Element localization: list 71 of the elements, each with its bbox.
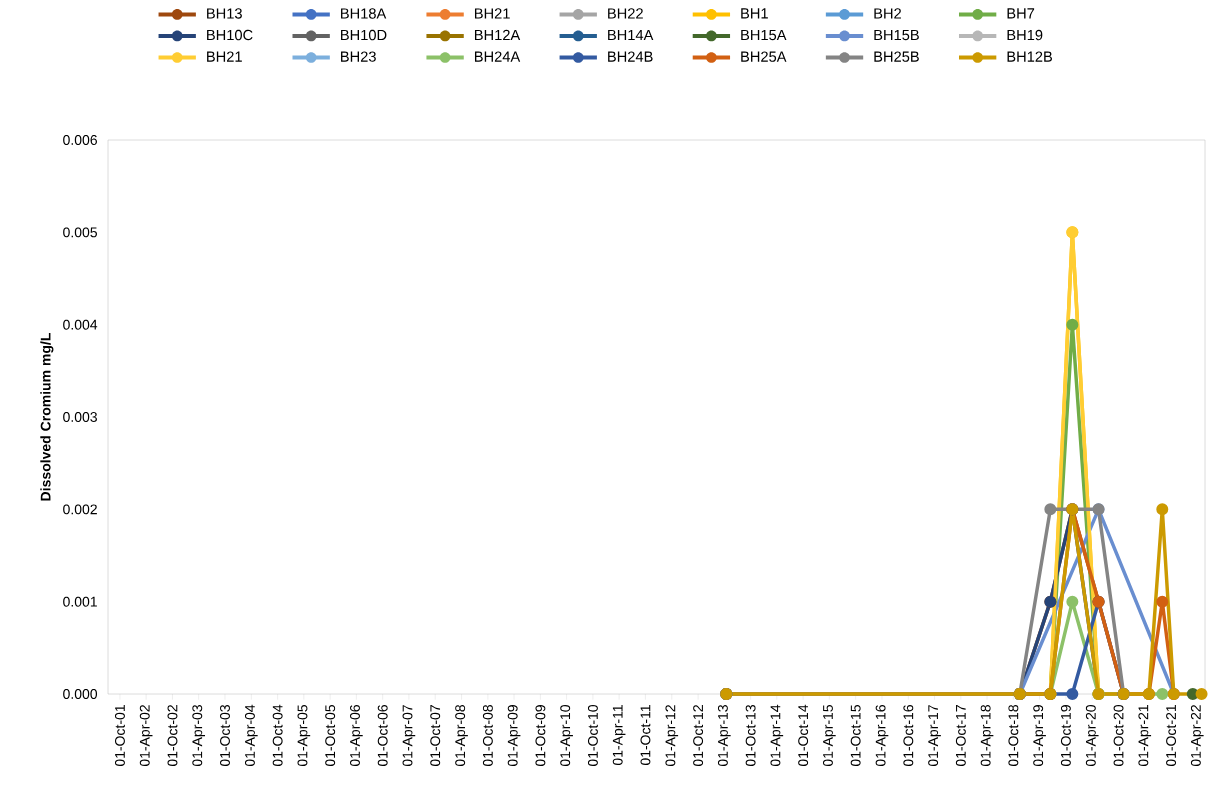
x-tick-label: 01-Apr-14 (770, 704, 784, 767)
x-tick-label: 01-Oct-18 (1008, 705, 1019, 767)
x-tick-label: 01-Oct-03 (220, 705, 230, 767)
legend-label: BH23 (341, 51, 376, 62)
x-tick-label: 01-Oct-02 (167, 705, 178, 767)
x-tick-label: 01-Apr-22 (1190, 705, 1204, 767)
x-tick-label: 01-Apr-08 (455, 705, 468, 767)
x-tick-label: 01-Apr-12 (665, 705, 679, 767)
x-tick-label: 01-Oct-10 (587, 704, 598, 767)
x-tick-label: 01-Oct-15 (850, 704, 861, 767)
y-tick-label: 0.002 (63, 504, 97, 515)
y-tick-label: 0.005 (63, 227, 98, 238)
legend-label: BH14A (608, 29, 654, 40)
legend-label: BH19 (1007, 29, 1043, 41)
x-tick-label: 01-Apr-07 (402, 705, 416, 767)
x-tick-label: 01-Apr-03 (192, 705, 205, 767)
x-tick-label: 01-Oct-06 (377, 705, 388, 767)
x-tick-label: 01-Oct-12 (693, 705, 704, 767)
legend-label: BH12A (474, 29, 521, 41)
x-tick-label: 01-Oct-08 (482, 705, 493, 767)
y-tick-label: 0.003 (63, 412, 97, 422)
legend-label: BH10C (207, 29, 253, 41)
x-tick-label: 01-Apr-05 (297, 705, 311, 767)
x-tick-label: 01-Oct-07 (430, 705, 441, 767)
x-tick-label: 01-Apr-16 (875, 705, 889, 767)
legend-label: BH13 (207, 8, 242, 19)
legend-label: BH24A (474, 51, 521, 62)
legend-label: BH10D (341, 29, 387, 41)
x-tick-label: 01-Oct-11 (640, 705, 651, 766)
legend-label: BH18A (341, 8, 387, 19)
x-tick-label: 01-Oct-20 (1113, 704, 1124, 767)
legend-label: BH22 (608, 8, 643, 19)
y-tick-label: 0.000 (63, 689, 98, 699)
legend-label: BH24B (608, 51, 653, 62)
legend-label: BH2 (874, 8, 901, 19)
y-tick-label: 0.001 (63, 596, 97, 607)
x-tick-label: 01-Apr-15 (822, 705, 836, 767)
x-tick-label: 01-Apr-19 (1033, 705, 1046, 767)
x-tick-label: 01-Apr-04 (244, 704, 258, 767)
x-tick-label: 01-Oct-16 (903, 705, 914, 767)
x-tick-label: 01-Oct-01 (115, 705, 125, 767)
y-axis-title: Dissolved Cromium mg/L (40, 333, 54, 501)
x-tick-label: 01-Apr-17 (928, 705, 941, 767)
x-tick-label: 01-Oct-09 (535, 705, 546, 767)
legend-label: BH25A (741, 51, 787, 62)
x-tick-label: 01-Apr-20 (1085, 704, 1099, 767)
x-tick-label: 01-Apr-13 (717, 705, 731, 767)
x-tick-label: 01-Oct-13 (745, 705, 756, 767)
legend-label: BH21 (474, 8, 510, 19)
legend-label: BH15A (741, 29, 787, 41)
x-tick-label: 01-Apr-10 (560, 704, 573, 767)
x-tick-label: 01-Apr-06 (350, 705, 363, 767)
x-tick-label: 01-Apr-09 (507, 705, 521, 767)
x-tick-label: 01-Apr-21 (1138, 705, 1152, 767)
x-tick-label: 01-Apr-11 (612, 705, 626, 766)
y-tick-label: 0.006 (63, 135, 97, 145)
legend-label: BH1 (741, 8, 768, 19)
x-tick-label: 01-Oct-14 (798, 704, 809, 767)
legend-label: BH12B (1007, 51, 1053, 62)
legend-label: BH21 (207, 51, 242, 62)
x-tick-label: 01-Oct-05 (325, 704, 336, 767)
legend-label: BH25B (874, 51, 919, 62)
x-tick-label: 01-Oct-04 (272, 704, 283, 767)
x-tick-label: 01-Apr-18 (980, 705, 994, 767)
x-tick-label: 01-Oct-17 (955, 705, 966, 767)
x-tick-label: 01-Oct-21 (1166, 705, 1177, 767)
y-tick-label: 0.004 (63, 319, 98, 330)
legend-label: BH7 (1007, 8, 1035, 19)
legend-label: BH15B (874, 29, 919, 41)
x-tick-label: 01-Oct-19 (1060, 705, 1071, 767)
x-tick-label: 01-Apr-02 (139, 705, 153, 767)
